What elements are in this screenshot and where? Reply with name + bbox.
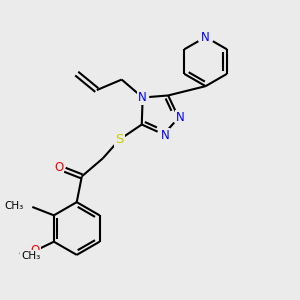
- Text: O: O: [54, 161, 63, 174]
- Text: S: S: [116, 133, 124, 146]
- Text: N: N: [138, 91, 147, 104]
- Text: CH₃: CH₃: [21, 251, 40, 261]
- Text: N: N: [201, 31, 210, 44]
- Text: CH₃: CH₃: [5, 201, 24, 211]
- Text: N: N: [161, 129, 170, 142]
- Text: O: O: [31, 244, 40, 257]
- Text: N: N: [176, 111, 185, 124]
